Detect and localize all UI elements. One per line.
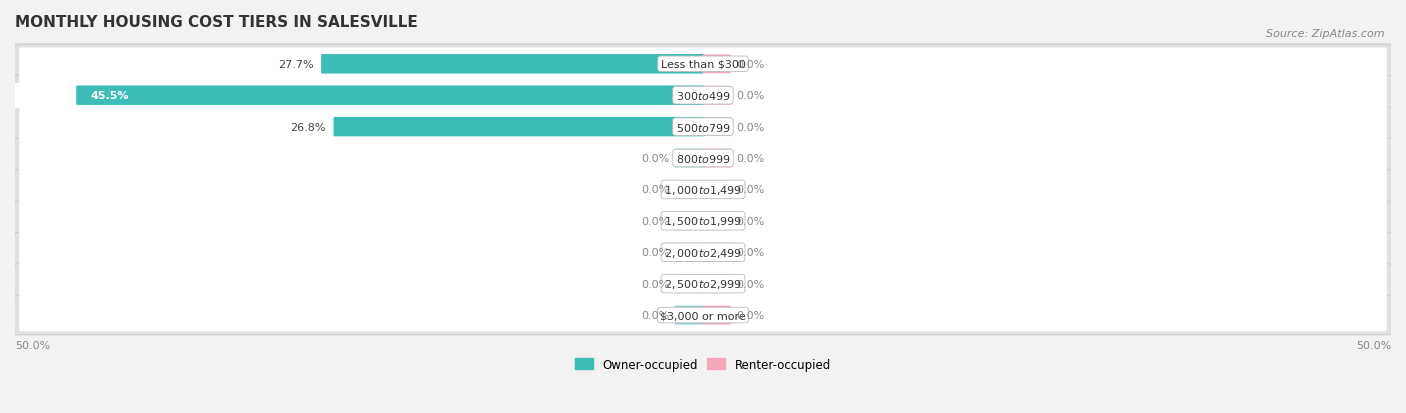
- Text: 0.0%: 0.0%: [735, 279, 765, 289]
- Text: $2,000 to $2,499: $2,000 to $2,499: [664, 246, 742, 259]
- FancyBboxPatch shape: [20, 268, 1386, 300]
- Text: 0.0%: 0.0%: [735, 59, 765, 70]
- FancyBboxPatch shape: [14, 233, 1392, 273]
- Text: $500 to $799: $500 to $799: [675, 121, 731, 133]
- Text: 0.0%: 0.0%: [641, 154, 671, 164]
- FancyBboxPatch shape: [703, 118, 731, 137]
- FancyBboxPatch shape: [20, 48, 1386, 81]
- Text: 0.0%: 0.0%: [735, 122, 765, 132]
- Text: 0.0%: 0.0%: [735, 185, 765, 195]
- FancyBboxPatch shape: [675, 243, 703, 262]
- FancyBboxPatch shape: [703, 55, 731, 74]
- FancyBboxPatch shape: [14, 107, 1392, 147]
- Text: 0.0%: 0.0%: [641, 216, 671, 226]
- Bar: [15, 83, 76, 109]
- FancyBboxPatch shape: [703, 306, 731, 325]
- Text: Less than $300: Less than $300: [661, 59, 745, 70]
- Text: 0.0%: 0.0%: [641, 279, 671, 289]
- FancyBboxPatch shape: [14, 139, 1392, 178]
- FancyBboxPatch shape: [675, 275, 703, 293]
- Text: 0.0%: 0.0%: [735, 248, 765, 258]
- FancyBboxPatch shape: [675, 306, 703, 325]
- Text: 0.0%: 0.0%: [735, 310, 765, 320]
- FancyBboxPatch shape: [14, 45, 1392, 84]
- FancyBboxPatch shape: [20, 236, 1386, 269]
- FancyBboxPatch shape: [675, 212, 703, 231]
- FancyBboxPatch shape: [20, 142, 1386, 175]
- Text: $3,000 or more: $3,000 or more: [661, 310, 745, 320]
- Text: 27.7%: 27.7%: [278, 59, 314, 70]
- Text: 50.0%: 50.0%: [15, 340, 51, 350]
- Text: $1,000 to $1,499: $1,000 to $1,499: [664, 183, 742, 197]
- Text: 26.8%: 26.8%: [291, 122, 326, 132]
- FancyBboxPatch shape: [675, 149, 703, 168]
- FancyBboxPatch shape: [703, 87, 731, 105]
- Text: $2,500 to $2,999: $2,500 to $2,999: [664, 278, 742, 290]
- FancyBboxPatch shape: [14, 264, 1392, 304]
- Legend: Owner-occupied, Renter-occupied: Owner-occupied, Renter-occupied: [571, 353, 835, 375]
- FancyBboxPatch shape: [20, 205, 1386, 237]
- FancyBboxPatch shape: [20, 111, 1386, 144]
- FancyBboxPatch shape: [675, 180, 703, 199]
- FancyBboxPatch shape: [20, 174, 1386, 206]
- FancyBboxPatch shape: [703, 180, 731, 199]
- Text: 0.0%: 0.0%: [735, 91, 765, 101]
- FancyBboxPatch shape: [20, 80, 1386, 112]
- Text: 0.0%: 0.0%: [641, 248, 671, 258]
- FancyBboxPatch shape: [14, 296, 1392, 335]
- Text: 45.5%: 45.5%: [90, 91, 129, 101]
- Text: 0.0%: 0.0%: [735, 216, 765, 226]
- FancyBboxPatch shape: [14, 202, 1392, 241]
- Text: 45.5%: 45.5%: [34, 91, 69, 101]
- FancyBboxPatch shape: [14, 76, 1392, 116]
- Text: $300 to $499: $300 to $499: [675, 90, 731, 102]
- FancyBboxPatch shape: [703, 212, 731, 231]
- Text: 0.0%: 0.0%: [641, 185, 671, 195]
- FancyBboxPatch shape: [321, 55, 703, 74]
- Text: MONTHLY HOUSING COST TIERS IN SALESVILLE: MONTHLY HOUSING COST TIERS IN SALESVILLE: [15, 15, 418, 30]
- Text: 0.0%: 0.0%: [641, 310, 671, 320]
- FancyBboxPatch shape: [76, 86, 703, 106]
- Text: 50.0%: 50.0%: [1355, 340, 1391, 350]
- FancyBboxPatch shape: [14, 170, 1392, 210]
- Text: $800 to $999: $800 to $999: [675, 153, 731, 165]
- FancyBboxPatch shape: [333, 118, 703, 137]
- Text: Source: ZipAtlas.com: Source: ZipAtlas.com: [1267, 29, 1385, 39]
- FancyBboxPatch shape: [703, 149, 731, 168]
- FancyBboxPatch shape: [703, 275, 731, 293]
- Text: 0.0%: 0.0%: [735, 154, 765, 164]
- FancyBboxPatch shape: [20, 299, 1386, 332]
- Text: $1,500 to $1,999: $1,500 to $1,999: [664, 215, 742, 228]
- FancyBboxPatch shape: [703, 243, 731, 262]
